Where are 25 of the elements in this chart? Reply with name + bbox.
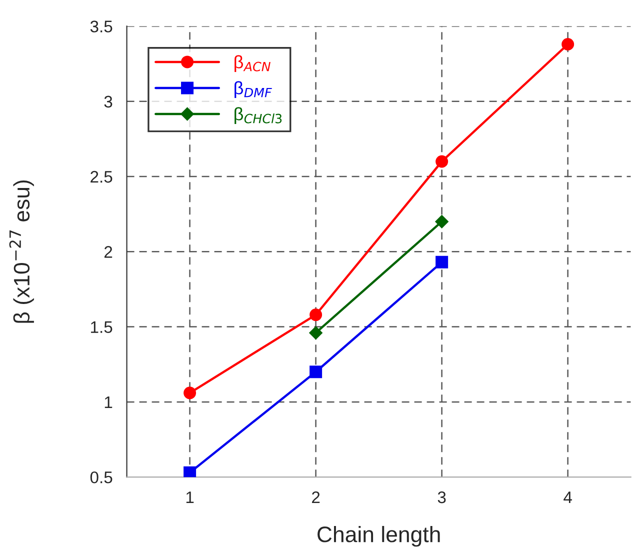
x-tick-label: 3 (438, 491, 446, 504)
point (436, 256, 448, 268)
legend-label: β$_{ACN}$ (234, 55, 270, 72)
y-tick-label: 3 (104, 96, 112, 108)
x-tick-label: 2 (312, 491, 320, 504)
y-tick-label: 1 (104, 396, 112, 408)
y-axis-title: β (x10$^{−27}$ esu) (9, 180, 34, 323)
legend-label: β$_{DMF}$ (234, 81, 272, 98)
point (435, 215, 448, 228)
y-tick-label: 3.5 (90, 20, 112, 32)
x-tick-label: 4 (564, 492, 572, 504)
legend-label: β$_{CHCl3}$ (234, 107, 282, 124)
x-tick-label: 1 (186, 492, 194, 504)
y-tick-label: 2.5 (90, 170, 112, 183)
y-tick-label: 0.5 (90, 471, 112, 484)
point (562, 38, 574, 51)
y-tick-label: 2 (104, 246, 112, 258)
point (309, 326, 322, 340)
point (184, 386, 196, 400)
point (436, 155, 448, 168)
y-tick-label: 1.5 (91, 321, 112, 334)
point (310, 366, 322, 378)
x-axis-title: Chain length (318, 526, 440, 547)
point (310, 308, 322, 322)
point (184, 466, 196, 478)
